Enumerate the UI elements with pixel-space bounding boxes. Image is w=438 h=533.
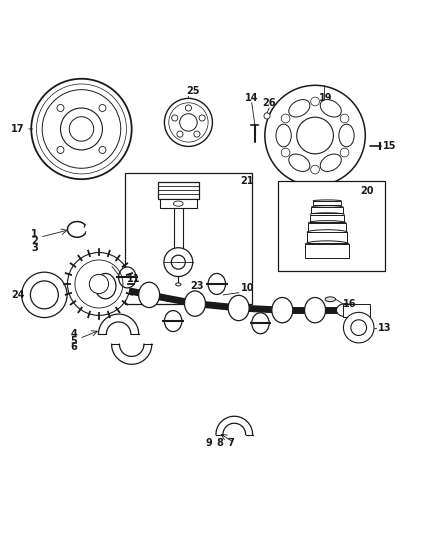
Bar	[307, 232, 347, 244]
Bar	[311, 207, 343, 213]
Ellipse shape	[176, 283, 181, 286]
Text: 24: 24	[12, 290, 25, 300]
Circle shape	[185, 105, 191, 111]
Circle shape	[171, 255, 185, 269]
Circle shape	[67, 253, 131, 316]
Ellipse shape	[272, 297, 293, 323]
Text: 23: 23	[191, 281, 204, 291]
Circle shape	[180, 114, 197, 131]
Circle shape	[164, 248, 193, 277]
Circle shape	[343, 312, 374, 343]
Ellipse shape	[289, 154, 310, 172]
Text: 14: 14	[245, 93, 258, 103]
Text: 21: 21	[240, 176, 254, 187]
Text: 13: 13	[378, 322, 392, 333]
Ellipse shape	[95, 273, 116, 299]
Ellipse shape	[228, 295, 249, 321]
Ellipse shape	[289, 100, 310, 117]
Bar	[125, 173, 252, 304]
Ellipse shape	[325, 297, 336, 302]
Bar	[160, 199, 197, 208]
Circle shape	[99, 104, 106, 111]
Text: 17: 17	[11, 124, 25, 134]
Bar	[305, 244, 349, 258]
Circle shape	[172, 115, 178, 121]
Text: 2: 2	[31, 236, 38, 246]
Bar	[158, 182, 199, 199]
Circle shape	[311, 165, 319, 174]
Circle shape	[281, 148, 290, 157]
Circle shape	[351, 320, 367, 335]
Circle shape	[194, 131, 200, 137]
Circle shape	[311, 97, 319, 106]
Bar	[278, 181, 385, 271]
Circle shape	[177, 131, 183, 137]
Text: 4: 4	[71, 329, 77, 339]
Text: 10: 10	[240, 282, 254, 293]
Circle shape	[340, 114, 349, 123]
Ellipse shape	[164, 311, 182, 332]
Text: 11: 11	[127, 274, 141, 284]
Circle shape	[30, 281, 58, 309]
Ellipse shape	[276, 124, 291, 147]
Ellipse shape	[119, 267, 136, 288]
Text: 1: 1	[31, 229, 38, 239]
Circle shape	[57, 147, 64, 154]
Ellipse shape	[139, 282, 159, 308]
Text: 26: 26	[262, 98, 276, 108]
Ellipse shape	[208, 273, 226, 294]
Bar	[343, 304, 370, 317]
Circle shape	[69, 117, 94, 141]
Text: 6: 6	[71, 342, 77, 352]
Ellipse shape	[252, 313, 269, 334]
Text: 3: 3	[31, 243, 38, 253]
Circle shape	[99, 147, 106, 154]
Circle shape	[57, 104, 64, 111]
Text: 9: 9	[206, 438, 212, 448]
Circle shape	[340, 148, 349, 157]
Text: 15: 15	[383, 141, 396, 151]
Text: 8: 8	[216, 438, 223, 448]
Text: 7: 7	[227, 438, 234, 448]
Circle shape	[31, 79, 132, 179]
Ellipse shape	[320, 154, 341, 172]
Text: 20: 20	[360, 185, 374, 196]
Circle shape	[297, 117, 333, 154]
Ellipse shape	[320, 100, 341, 117]
Circle shape	[264, 113, 270, 119]
Ellipse shape	[336, 304, 355, 317]
Text: 25: 25	[186, 86, 200, 96]
Bar	[313, 201, 341, 205]
Text: 5: 5	[71, 336, 77, 346]
Ellipse shape	[339, 124, 354, 147]
Bar	[310, 215, 344, 222]
Circle shape	[199, 115, 205, 121]
Ellipse shape	[184, 291, 205, 316]
Text: 16: 16	[343, 298, 357, 309]
Circle shape	[89, 274, 109, 294]
Text: 19: 19	[319, 93, 333, 103]
Circle shape	[60, 108, 102, 150]
Circle shape	[281, 114, 290, 123]
Ellipse shape	[304, 297, 325, 323]
Circle shape	[265, 85, 365, 185]
Circle shape	[164, 99, 212, 147]
Ellipse shape	[173, 201, 183, 206]
Bar	[308, 223, 346, 231]
Circle shape	[21, 272, 67, 318]
